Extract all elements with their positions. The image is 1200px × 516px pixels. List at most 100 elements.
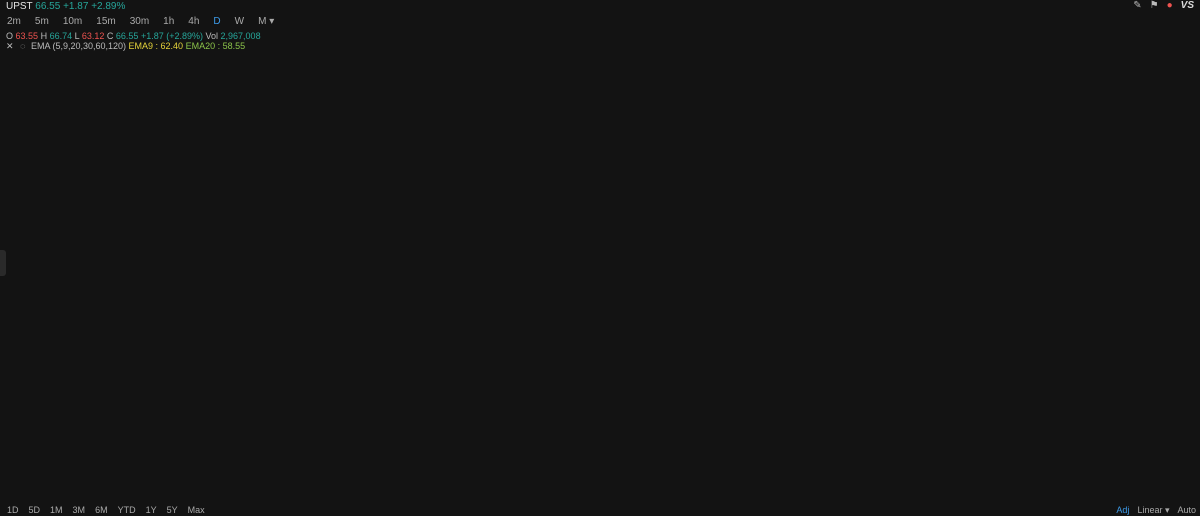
volume-bar xyxy=(742,463,746,490)
volume-bar xyxy=(557,475,560,490)
candle xyxy=(505,116,508,199)
candle xyxy=(212,272,216,321)
candle-body xyxy=(867,299,870,309)
interval-tab-8[interactable]: W xyxy=(234,16,245,27)
candle-body xyxy=(444,241,447,247)
candle-body xyxy=(407,230,411,238)
candle-body xyxy=(934,220,937,226)
candle-body xyxy=(78,376,82,384)
support-box xyxy=(411,285,434,297)
candle xyxy=(151,297,155,311)
volume-bar xyxy=(155,465,158,490)
interval-tab-2[interactable]: 10m xyxy=(62,16,83,27)
interval-tab-1[interactable]: 5m xyxy=(34,16,49,27)
volume-bar xyxy=(809,474,812,490)
range-button-5y[interactable]: 5Y xyxy=(166,505,178,515)
volume-bar xyxy=(468,471,472,490)
volume-bar xyxy=(639,458,642,490)
volume-bar xyxy=(751,475,755,490)
volume-bar xyxy=(340,466,344,490)
candle xyxy=(553,237,557,247)
bell-icon[interactable]: ● xyxy=(1166,0,1173,11)
volume-bar xyxy=(213,452,216,490)
candle-body xyxy=(124,310,128,327)
range-button-6m[interactable]: 6M xyxy=(95,505,108,515)
interval-tab-6[interactable]: 4h xyxy=(188,16,200,27)
flag-icon[interactable]: ⚑ xyxy=(1149,0,1159,11)
close-value: 66.55 xyxy=(115,31,139,41)
range-button-ytd[interactable]: YTD xyxy=(117,505,136,515)
volume-bar xyxy=(57,460,61,490)
candle xyxy=(809,330,813,345)
support-box xyxy=(874,285,894,297)
interval-tab-9[interactable]: M ▾ xyxy=(258,16,275,27)
candle-body xyxy=(785,313,788,321)
candle xyxy=(812,330,816,341)
adjusted-toggle[interactable]: Adj xyxy=(1116,505,1130,515)
volume-bar xyxy=(228,472,231,490)
interval-tab-5[interactable]: 1h xyxy=(163,16,175,27)
candle-body xyxy=(639,294,642,304)
settings-icon[interactable]: ◌ xyxy=(20,41,26,51)
volume-bar xyxy=(429,459,432,490)
volume-bar xyxy=(301,466,304,490)
close-indicator-icon[interactable]: ✕ xyxy=(6,41,14,51)
volume-bar xyxy=(21,477,24,490)
candle xyxy=(581,294,584,308)
candle-body xyxy=(492,214,496,244)
candle-body xyxy=(742,351,746,355)
candle xyxy=(389,222,392,232)
candle xyxy=(511,92,514,129)
price-chart[interactable]: 25.00 30.00 35.00 40.00 45.00 50.00 55.00 60.00… xyxy=(0,0,1200,504)
volume-bar xyxy=(176,467,179,490)
interval-tab-0[interactable]: 2m xyxy=(7,16,21,27)
candle xyxy=(806,328,810,340)
range-button-3m[interactable]: 3M xyxy=(72,505,86,515)
volume-bar xyxy=(15,466,18,490)
candle-body xyxy=(66,376,70,380)
interval-tab-7[interactable]: D xyxy=(213,16,221,27)
candle xyxy=(304,164,307,174)
interval-tab-4[interactable]: 30m xyxy=(129,16,150,27)
drawing-panel-toggle[interactable] xyxy=(0,250,6,276)
auto-scale-toggle[interactable]: Auto xyxy=(1177,505,1196,515)
candle-body xyxy=(635,302,639,304)
range-button-1y[interactable]: 1Y xyxy=(145,505,157,515)
candle xyxy=(535,195,539,213)
candle xyxy=(90,386,94,396)
range-button-1d[interactable]: 1D xyxy=(7,505,19,515)
range-button-1m[interactable]: 1M xyxy=(50,505,63,515)
volume-bar xyxy=(447,478,450,490)
candle-body xyxy=(279,186,283,189)
price-tag-label: 66.55 xyxy=(1172,216,1193,225)
pencil-icon[interactable]: ✎ xyxy=(1133,0,1142,11)
candle-body xyxy=(90,390,94,393)
candle xyxy=(705,374,709,383)
price-change: +1.87 xyxy=(63,1,89,12)
volume-bar xyxy=(237,474,240,490)
ema-name[interactable]: EMA (5,9,20,30,60,120) xyxy=(30,41,126,51)
volume-bar xyxy=(280,478,283,490)
candle xyxy=(124,308,128,334)
candle-body xyxy=(343,171,347,178)
range-button-5d[interactable]: 5D xyxy=(28,505,41,515)
candle-body xyxy=(273,196,277,198)
candle xyxy=(897,263,901,279)
versus-icon[interactable]: VS xyxy=(1180,0,1194,11)
candle-body xyxy=(514,118,517,120)
scale-select[interactable]: Linear ▾ xyxy=(1137,505,1170,515)
candle-body xyxy=(20,417,24,419)
candle xyxy=(575,291,578,301)
range-button-max[interactable]: Max xyxy=(187,505,205,515)
candle xyxy=(337,174,341,186)
candle xyxy=(663,351,666,377)
candle-body xyxy=(794,333,797,337)
volume-bar xyxy=(770,470,773,490)
interval-tab-3[interactable]: 15m xyxy=(96,16,116,27)
symbol-header[interactable]: UPST 66.55 +1.87 +2.89% xyxy=(6,1,125,12)
volume-bar xyxy=(36,463,39,490)
candle-body xyxy=(298,158,301,164)
candle-body xyxy=(894,270,898,275)
volume-bar xyxy=(343,471,347,490)
candle xyxy=(782,301,785,315)
